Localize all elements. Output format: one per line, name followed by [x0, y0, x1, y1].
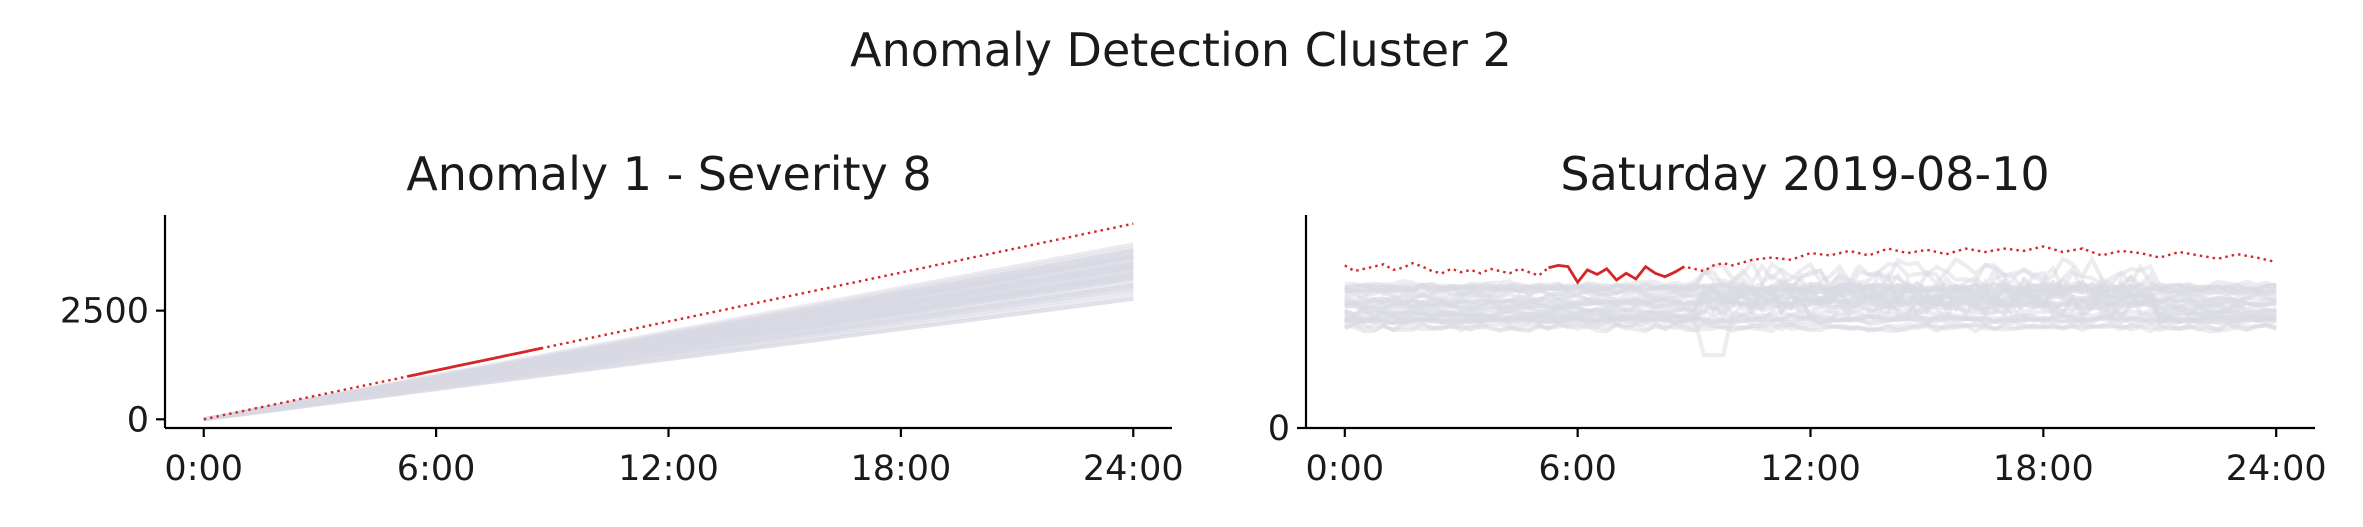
x-tick-label: 18:00: [1993, 449, 2094, 489]
x-tick-label: 6:00: [397, 449, 476, 489]
anomaly-highlight-solid-line: [1548, 263, 1686, 285]
figure-title: Anomaly Detection Cluster 2: [850, 23, 1512, 77]
x-tick-label: 24:00: [1083, 449, 1184, 489]
anomaly-series-group: [1344, 245, 2277, 285]
anomaly-series-dotted-line: [203, 222, 1134, 421]
x-tick-label: 12:00: [618, 449, 719, 489]
background-series-line: [203, 245, 1134, 422]
background-series-group: [1343, 254, 2278, 358]
chart-panel-day: Saturday 2019-08-10 0:00 6:00 12:00 18:00 24…: [1268, 147, 2327, 489]
background-series-line: [1344, 254, 2277, 290]
anomaly-highlight-solid-line: [406, 346, 543, 378]
background-series-group: [203, 242, 1134, 422]
background-series-line: [1344, 290, 2277, 326]
x-tick-label: 12:00: [1760, 449, 1861, 489]
x-tick-label: 24:00: [2226, 449, 2327, 489]
x-tick-label: 0:00: [164, 449, 243, 489]
chart-title: Saturday 2019-08-10: [1560, 147, 2049, 201]
x-tick-label: 0:00: [1306, 449, 1385, 489]
y-tick-label: 0: [127, 400, 149, 440]
x-ticks: 0:00 6:00 12:00 18:00 24:00: [164, 428, 1184, 489]
background-series-line: [1344, 270, 2277, 307]
x-ticks: 0:00 6:00 12:00 18:00 24:00: [1306, 428, 2327, 489]
x-tick-label: 18:00: [850, 449, 951, 489]
anomaly-series-dotted-line: [1344, 245, 2277, 285]
chart-title: Anomaly 1 - Severity 8: [406, 147, 931, 201]
background-series-line: [1344, 277, 2277, 314]
chart-panel-anomaly: Anomaly 1 - Severity 8 0:00 6:00 12:00 18:0…: [60, 147, 1184, 489]
y-ticks: 0: [1268, 409, 1306, 449]
background-series-line: [1344, 320, 2277, 332]
y-ticks: 0 2500: [60, 292, 165, 440]
x-tick-label: 6:00: [1538, 449, 1617, 489]
anomaly-series-group: [203, 222, 1134, 421]
y-tick-label: 2500: [60, 292, 149, 332]
y-tick-label: 0: [1268, 409, 1290, 449]
